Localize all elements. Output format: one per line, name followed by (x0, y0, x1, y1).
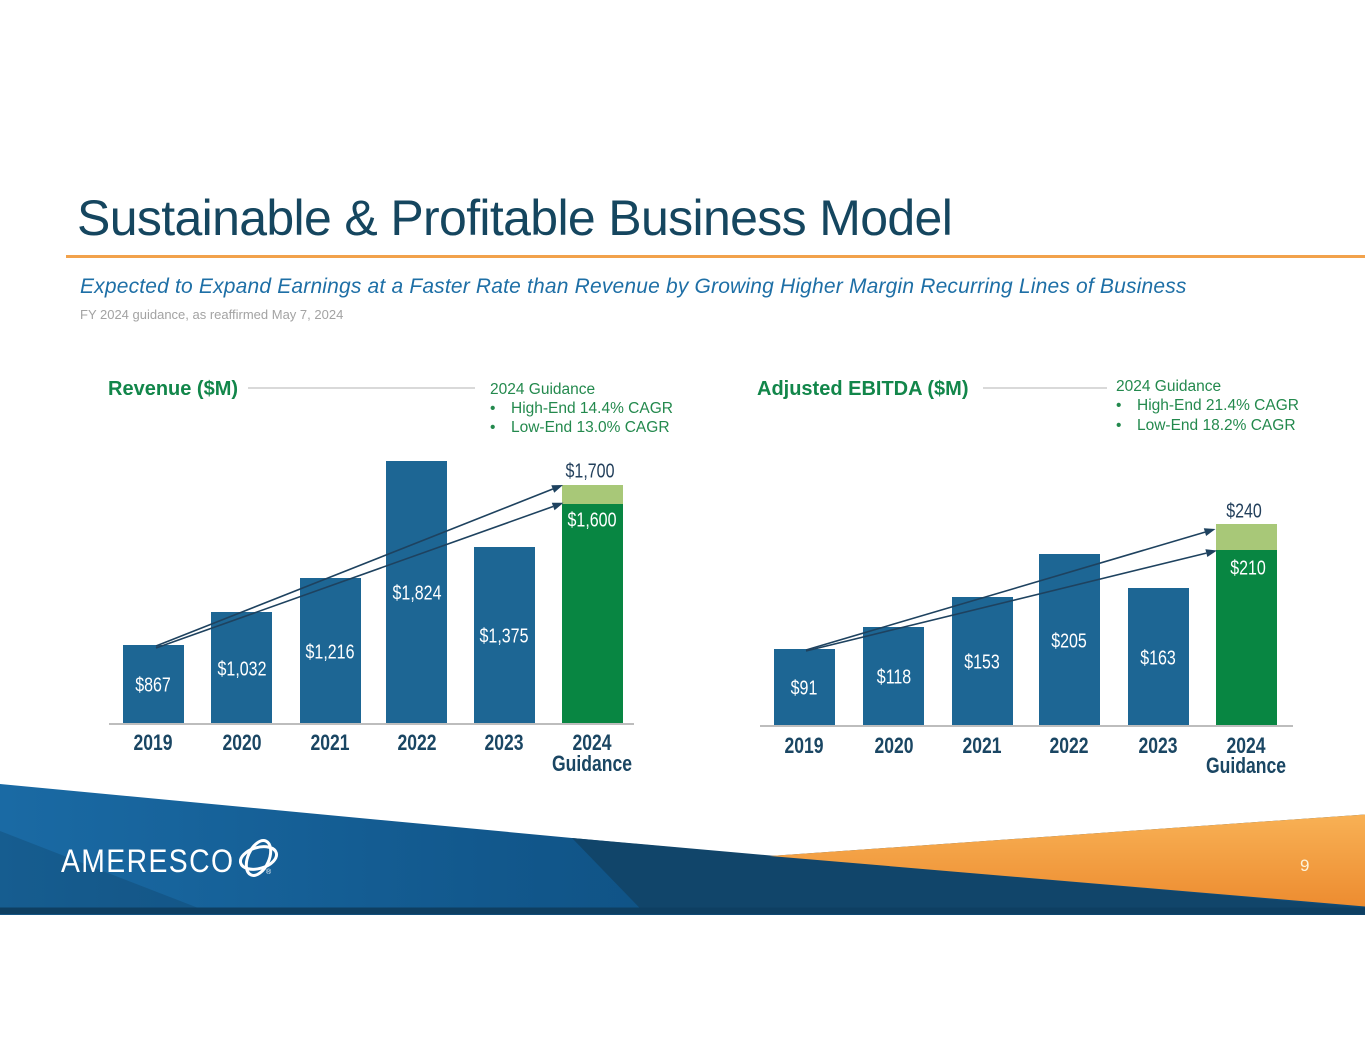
svg-text:®: ® (266, 868, 272, 876)
